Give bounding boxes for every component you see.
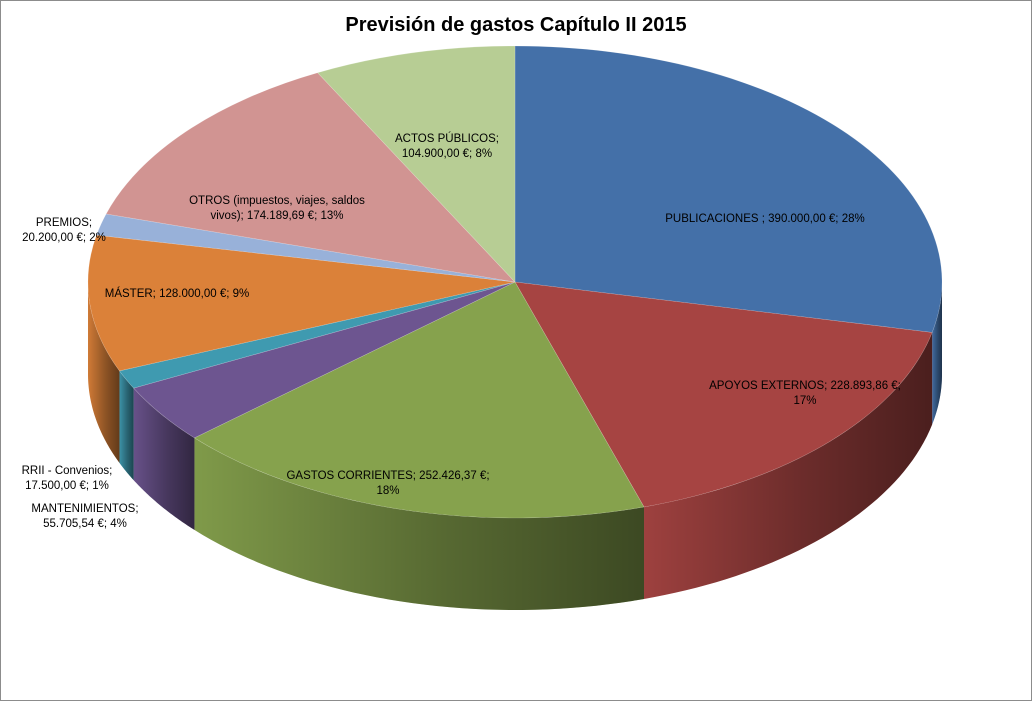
slice-side-rrii-convenios — [119, 370, 134, 481]
chart-title: Previsión de gastos Capítulo II 2015 — [345, 14, 687, 36]
slice-apoyos-externos — [514, 281, 933, 508]
slice-gastos-corrientes — [193, 281, 645, 519]
slice-side-publicaciones — [932, 282, 942, 425]
data-label-otros-impuestos-viajes-saldos-vivos: OTROS (impuestos, viajes, saldos vivos); … — [189, 195, 365, 222]
data-label-actos-publicos: ACTOS PÚBLICOS; 104.900,00 €; 8% — [395, 132, 499, 160]
slice-otros-impuestos-viajes-saldos-vivos — [105, 72, 516, 283]
slice-mantenimientos — [133, 281, 516, 439]
slice-side-master — [88, 282, 120, 463]
slice-publicaciones — [514, 45, 943, 333]
data-label-apoyos-externos: APOYOS EXTERNOS; 228.893,86 €; 17% — [709, 380, 901, 407]
data-label-gastos-corrientes: GASTOS CORRIENTES; 252.426,37 €; 18% — [286, 470, 489, 497]
data-label-master: MÁSTER; 128.000,00 €; 9% — [105, 287, 249, 300]
slice-rrii-convenios — [118, 281, 516, 389]
data-label-premios: PREMIOS; 20.200,00 €; 2% — [22, 217, 106, 244]
data-label-publicaciones: PUBLICACIONES ; 390.000,00 €; 28% — [665, 213, 864, 225]
data-label-rrii-convenios: RRII - Convenios; 17.500,00 €; 1% — [22, 465, 113, 492]
data-label-mantenimientos: MANTENIMIENTOS; 55.705,54 €; 4% — [31, 503, 138, 530]
slice-master — [87, 234, 516, 372]
slice-side-mantenimientos — [133, 388, 195, 530]
slice-actos-publicos — [317, 45, 516, 283]
slice-premios — [96, 213, 516, 283]
slice-side-apoyos-externos — [644, 332, 933, 599]
slice-side-gastos-corrientes — [194, 437, 645, 610]
